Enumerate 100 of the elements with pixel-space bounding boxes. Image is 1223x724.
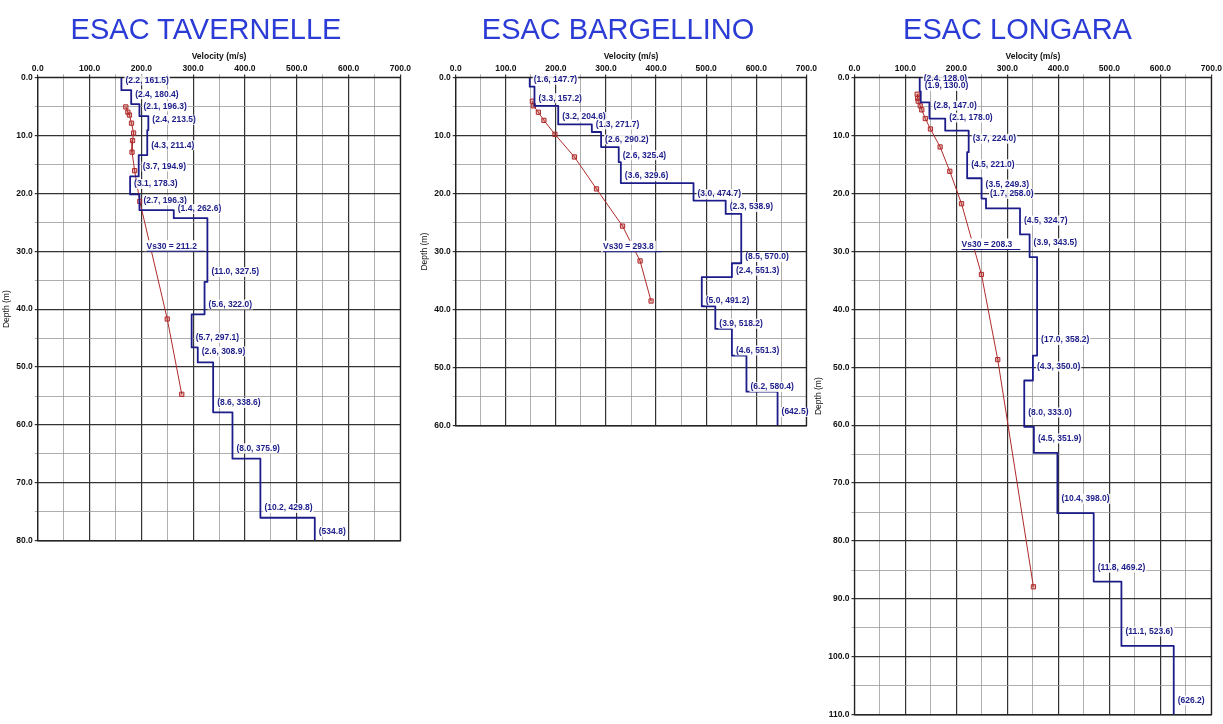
annotation: (5.0, 491.2): [705, 294, 750, 305]
point: [914, 91, 920, 97]
y-tick-label: 0.0: [20, 71, 33, 82]
y-tick-label: 70.0: [16, 477, 34, 488]
annotation: (3.5, 249.3): [985, 178, 1030, 189]
y-tick-label: 30.0: [832, 245, 850, 256]
x-tick-label: 0.0: [449, 62, 462, 73]
point: [571, 154, 578, 160]
y-tick-label: 30.0: [434, 245, 452, 256]
y-tick-label: 60.0: [434, 420, 452, 431]
point: [648, 298, 654, 304]
y-tick-label: 20.0: [16, 187, 34, 198]
annotation: (3.3, 157.2): [538, 92, 583, 103]
point: [927, 126, 934, 132]
point: [552, 131, 558, 137]
annotation: (10.2, 429.8): [264, 502, 313, 513]
annotation: (17.0, 358.2): [1041, 334, 1090, 345]
point: [123, 104, 129, 110]
annotation: (8.5, 570.0): [745, 251, 789, 262]
annotation: (3.0, 474.7): [697, 188, 742, 199]
point: [922, 115, 928, 122]
annotation: (4.6, 551.3): [735, 344, 780, 355]
x-tick-label: 700.0: [389, 62, 412, 73]
y-tick-label: 40.0: [16, 303, 34, 314]
point: [129, 149, 135, 155]
y-tick-label: 30.0: [16, 245, 34, 256]
x-tick-label: 600.0: [1149, 62, 1172, 73]
x-tick-label: 300.0: [996, 62, 1019, 73]
point: [129, 137, 136, 144]
annotation: (5.7, 297.1): [195, 332, 240, 343]
point: [1030, 584, 1037, 590]
annotation: (2.3, 538.9): [729, 201, 774, 212]
annotation: (2.6, 290.2): [605, 133, 649, 144]
point: [130, 130, 137, 136]
x-tick-label: 200.0: [130, 62, 153, 73]
annotation: Vs30 = 211.2: [146, 240, 198, 251]
point: [978, 271, 985, 278]
point: [535, 109, 542, 115]
annotation: (6.2, 580.4): [750, 381, 795, 392]
x-tick-label: 400.0: [234, 62, 256, 73]
y-tick-label: 50.0: [16, 361, 34, 372]
y-axis-title: Depth (m): [813, 377, 824, 416]
annotation: (3.7, 194.9): [142, 160, 187, 171]
annotation: (3.2, 204.6): [562, 111, 606, 122]
chart-title: ESAC BARGELLINO: [480, 12, 756, 47]
x-tick-label: 0.0: [848, 62, 861, 73]
x-tick-label: 200.0: [545, 62, 567, 73]
annotation: (4.3, 211.4): [151, 139, 195, 150]
y-tick-label: 60.0: [16, 419, 34, 430]
x-tick-label: 700.0: [795, 62, 818, 73]
point: [131, 168, 138, 174]
chart-title: ESAC TAVERNELLE: [69, 12, 343, 47]
x-tick-label: 500.0: [1098, 62, 1121, 73]
x-tick-label: 400.0: [645, 62, 667, 73]
y-axis-title: Depth (m): [419, 232, 430, 271]
x-tick-label: 100.0: [495, 62, 517, 73]
y-tick-label: 50.0: [434, 362, 452, 373]
annotation: (10.4, 398.0): [1061, 493, 1110, 504]
annotation: (534.8): [318, 525, 346, 536]
annotation: (1.7, 258.0): [990, 188, 1034, 199]
point: [593, 186, 600, 192]
y-tick-label: 50.0: [832, 361, 850, 372]
x-tick-label: 300.0: [595, 62, 617, 73]
annotation: (626.2): [1177, 694, 1205, 705]
x-tick-label: 100.0: [894, 62, 917, 73]
annotation: (1.9, 130.0): [924, 80, 969, 91]
y-tick-label: 10.0: [832, 129, 850, 140]
y-tick-label: 20.0: [434, 187, 452, 198]
point: [947, 168, 953, 174]
annotation: (4.5, 324.7): [1024, 214, 1068, 225]
x-tick-label: 600.0: [337, 62, 360, 73]
annotation: (11.8, 469.2): [1097, 562, 1146, 573]
y-tick-label: 0.0: [837, 71, 850, 82]
y-tick-label: 40.0: [832, 303, 850, 314]
point: [125, 109, 131, 115]
annotation: (11.1, 523.6): [1125, 625, 1174, 636]
annotation: (1.4, 262.6): [177, 203, 222, 214]
annotation: (2.4, 551.3): [735, 265, 780, 276]
annotation: (4.5, 351.9): [1037, 432, 1082, 443]
point: [919, 107, 925, 113]
x-tick-label: 700.0: [1200, 62, 1223, 73]
annotation: (3.6, 329.6): [624, 170, 669, 181]
annotation: (3.7, 224.0): [972, 133, 1017, 144]
point: [917, 103, 923, 109]
x-tick-label: 200.0: [945, 62, 968, 73]
x-tick-label: 500.0: [695, 62, 718, 73]
y-tick-label: 70.0: [832, 477, 850, 488]
point: [126, 112, 133, 118]
y-tick-label: 40.0: [434, 304, 452, 315]
x-tick-label: 400.0: [1047, 62, 1070, 73]
point: [995, 357, 1001, 363]
chart-title: ESAC LONGARA: [902, 12, 1133, 47]
annotation: (3.1, 178.3): [134, 178, 178, 189]
annotation: (2.4, 213.5): [152, 114, 196, 125]
annotation: (2.2, 161.5): [125, 74, 170, 85]
y-tick-label: 90.0: [832, 593, 850, 604]
annotation: (2.6, 308.9): [201, 345, 246, 356]
annotation: Vs30 = 208.3: [961, 238, 1013, 249]
annotation: (4.3, 350.0): [1036, 360, 1081, 371]
point: [541, 117, 547, 123]
